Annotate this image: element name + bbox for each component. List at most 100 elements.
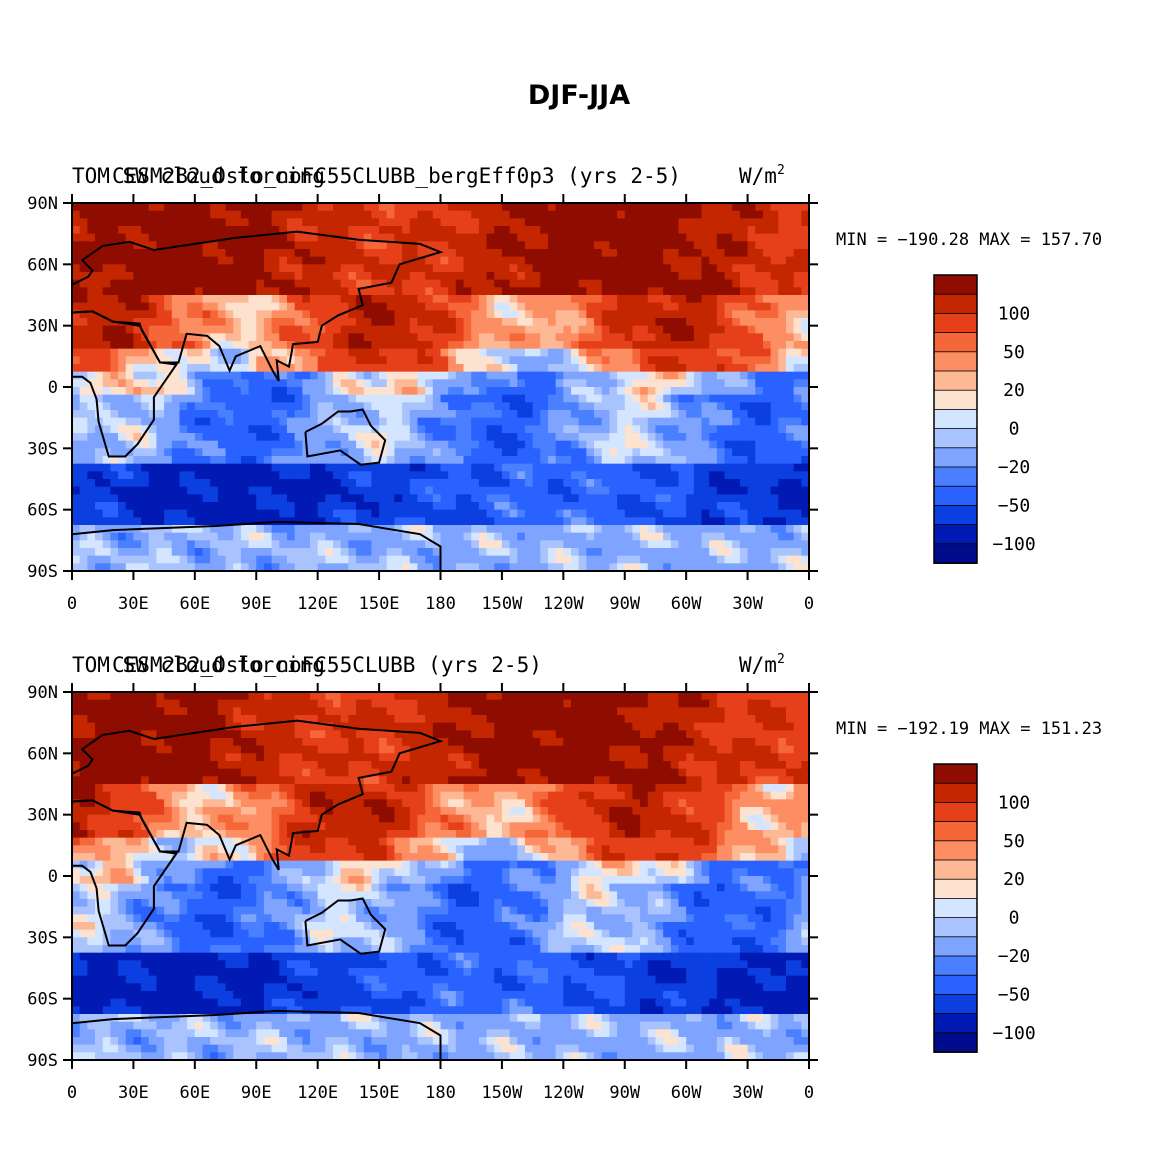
field-cell <box>171 371 181 380</box>
field-cell <box>379 456 388 465</box>
field-cell <box>402 379 411 388</box>
field-cell <box>325 356 334 365</box>
field-cell <box>156 448 165 457</box>
field-cell <box>240 218 250 227</box>
field-cell <box>340 279 349 288</box>
field-cell <box>778 318 787 327</box>
field-cell <box>356 440 365 449</box>
field-cell <box>617 410 626 419</box>
field-cell <box>501 295 511 304</box>
field-cell <box>732 563 741 572</box>
field-cell <box>755 379 764 388</box>
field-cell <box>755 264 764 273</box>
field-cell <box>240 417 250 426</box>
field-cell <box>194 425 204 434</box>
field-cell <box>448 555 457 564</box>
field-cell <box>133 707 142 716</box>
field-cell <box>509 417 518 426</box>
field-cell <box>279 532 288 541</box>
field-cell <box>732 241 741 250</box>
field-cell <box>248 233 257 242</box>
field-cell <box>202 310 211 319</box>
field-cell <box>118 249 127 258</box>
field-cell <box>72 341 81 350</box>
field-cell <box>547 502 557 511</box>
field-cell <box>563 548 572 557</box>
field-cell <box>755 425 764 434</box>
field-cell <box>248 471 257 480</box>
field-cell <box>156 456 165 465</box>
field-cell <box>148 356 158 365</box>
field-cell <box>194 333 204 342</box>
field-cell <box>363 463 373 472</box>
field-cell <box>333 203 342 212</box>
field-cell <box>363 348 373 357</box>
field-cell <box>686 218 695 227</box>
field-cell <box>494 525 503 534</box>
field-cell <box>455 509 465 518</box>
field-cell <box>663 410 672 419</box>
field-cell <box>409 241 419 250</box>
field-cell <box>72 410 81 419</box>
field-cell <box>379 249 388 258</box>
field-cell <box>95 532 104 541</box>
field-cell <box>148 425 158 434</box>
field-cell <box>148 226 158 235</box>
field-cell <box>486 433 495 442</box>
field-cell <box>187 241 196 250</box>
field-cell <box>617 256 626 265</box>
field-cell <box>309 295 319 304</box>
field-cell <box>279 256 288 265</box>
field-cell <box>363 302 373 311</box>
field-cell <box>156 310 165 319</box>
field-cell <box>240 440 250 449</box>
field-cell <box>225 402 234 411</box>
field-cell <box>394 310 403 319</box>
field-cell <box>179 479 188 488</box>
field-cell <box>87 356 96 365</box>
field-cell <box>601 364 610 373</box>
field-cell <box>95 448 104 457</box>
field-cell <box>571 348 580 357</box>
field-cell <box>732 387 741 396</box>
field-cell <box>340 256 349 265</box>
field-cell <box>617 425 626 434</box>
field-cell <box>194 341 204 350</box>
field-cell <box>640 226 649 235</box>
field-cell <box>156 555 165 564</box>
field-cell <box>647 532 657 541</box>
field-cell <box>563 471 572 480</box>
field-cell <box>471 433 480 442</box>
field-cell <box>448 410 457 419</box>
field-cell <box>563 318 572 327</box>
field-cell <box>509 302 518 311</box>
field-cell <box>563 325 572 334</box>
field-cell <box>517 525 526 534</box>
field-cell <box>210 486 219 495</box>
field-cell <box>363 310 373 319</box>
field-cell <box>133 555 142 564</box>
field-cell <box>724 371 733 380</box>
field-cell <box>632 272 641 281</box>
field-cell <box>202 272 211 281</box>
field-cell <box>716 555 726 564</box>
field-cell <box>709 463 718 472</box>
field-cell <box>309 555 319 564</box>
field-cell <box>478 699 488 708</box>
field-cell <box>609 517 618 526</box>
field-cell <box>187 318 196 327</box>
field-cell <box>670 532 680 541</box>
field-cell <box>164 563 173 572</box>
field-cell <box>655 502 664 511</box>
field-cell <box>171 341 181 350</box>
field-cell <box>309 532 319 541</box>
field-cell <box>524 555 534 564</box>
field-cell <box>394 555 403 564</box>
field-cell <box>655 555 664 564</box>
field-cell <box>179 226 188 235</box>
field-cell <box>302 302 311 311</box>
field-cell <box>271 494 280 503</box>
field-cell <box>363 509 373 518</box>
field-cell <box>709 548 718 557</box>
field-cell <box>770 532 779 541</box>
